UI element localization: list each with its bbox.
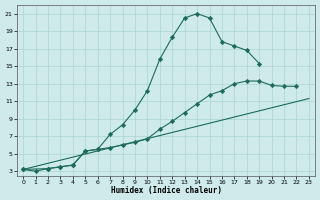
X-axis label: Humidex (Indice chaleur): Humidex (Indice chaleur) — [110, 186, 221, 195]
